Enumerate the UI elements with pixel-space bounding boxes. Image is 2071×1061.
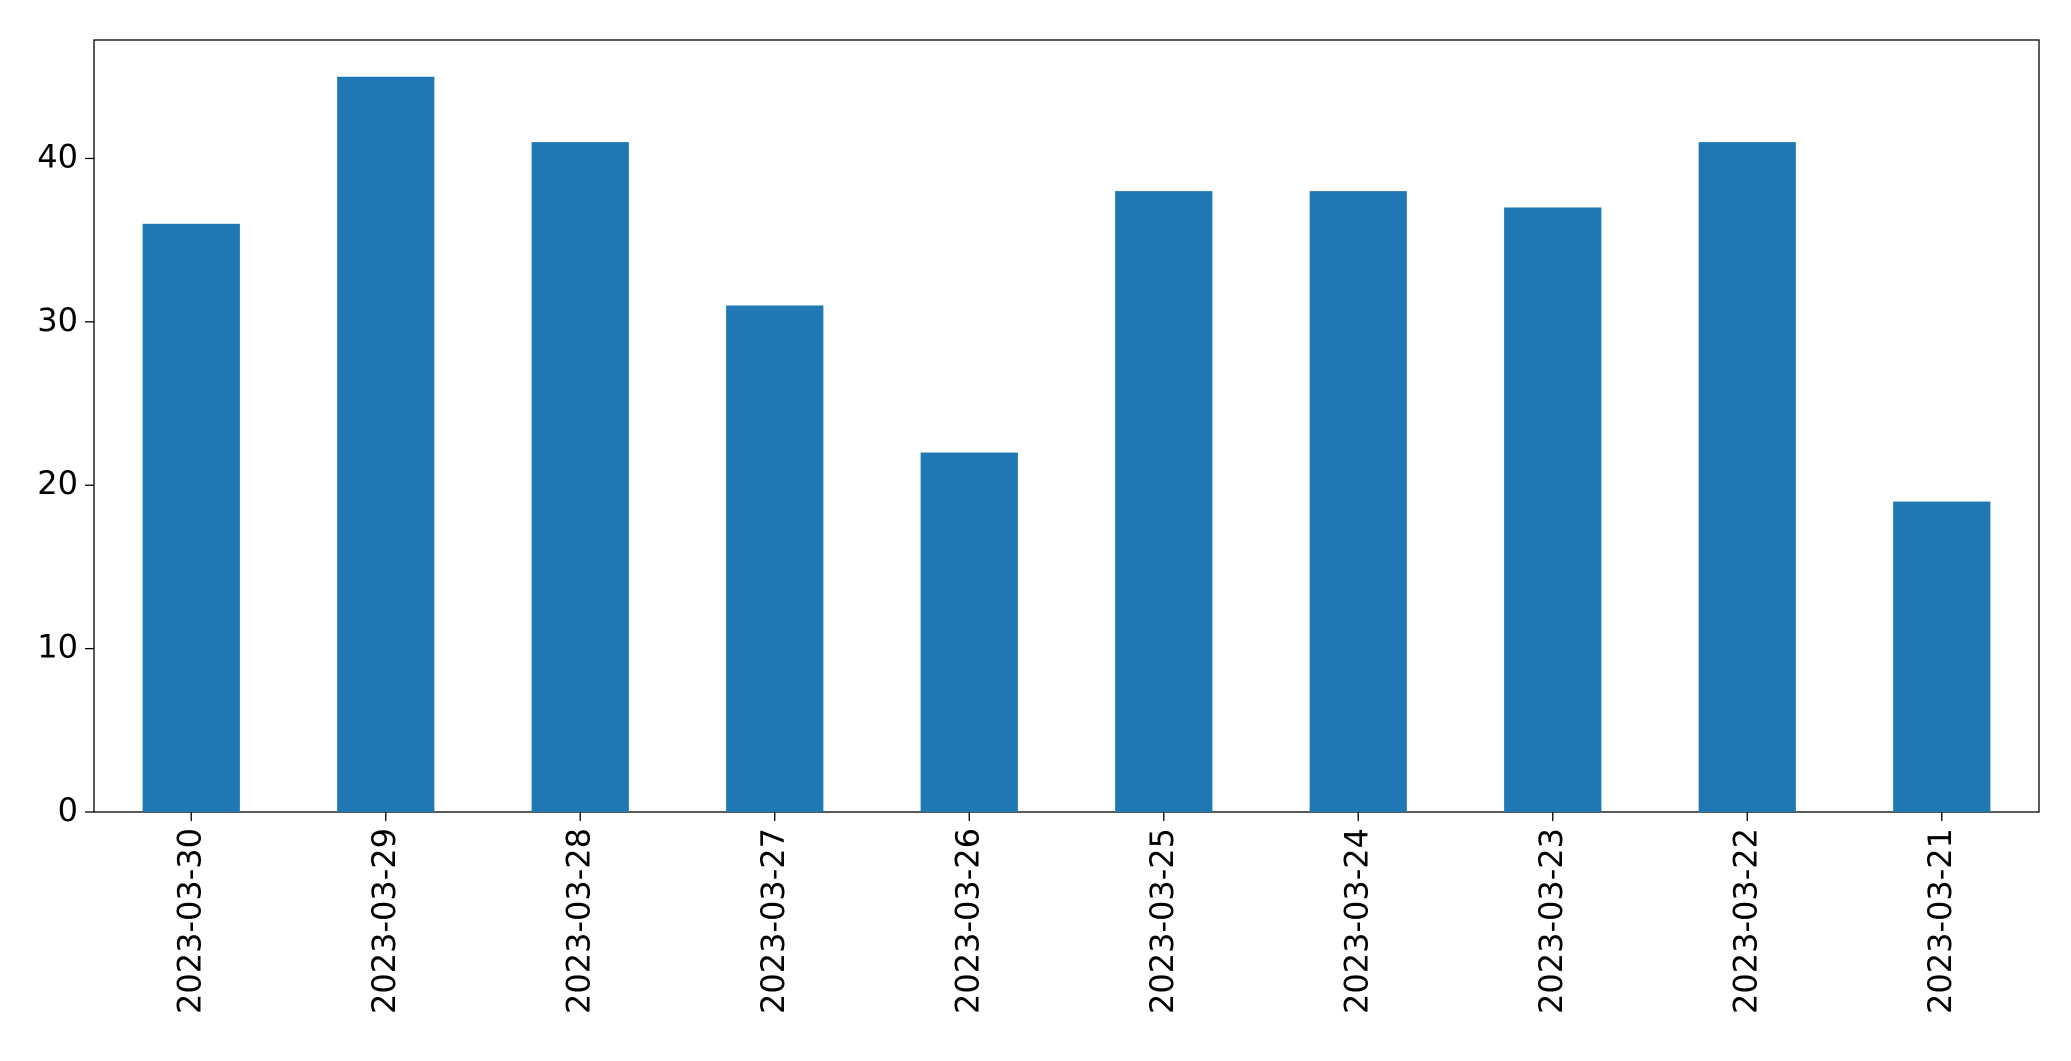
bar <box>1504 207 1602 813</box>
y-tick-label: 40 <box>37 137 78 175</box>
bar <box>1115 191 1213 813</box>
bar <box>920 452 1018 812</box>
x-tick-label: 2023-03-21 <box>1921 828 1959 1014</box>
bar <box>337 76 435 812</box>
x-tick-label: 2023-03-30 <box>170 828 208 1014</box>
bar <box>531 142 629 813</box>
bar <box>142 223 240 813</box>
bar <box>1309 191 1407 813</box>
y-tick-label: 30 <box>37 301 78 339</box>
x-tick-label: 2023-03-26 <box>948 828 986 1014</box>
x-tick-label: 2023-03-23 <box>1532 828 1570 1014</box>
x-tick-label: 2023-03-29 <box>365 828 403 1014</box>
bar <box>1893 501 1991 812</box>
y-tick-label: 0 <box>58 791 78 829</box>
plot-frame <box>93 39 2040 813</box>
x-tick-label: 2023-03-27 <box>754 828 792 1014</box>
x-tick-label: 2023-03-22 <box>1726 828 1764 1014</box>
bar <box>726 305 824 812</box>
x-tick-label: 2023-03-24 <box>1337 828 1375 1014</box>
y-tick-label: 10 <box>37 628 78 666</box>
y-tick-label: 20 <box>37 464 78 502</box>
x-tick-label: 2023-03-28 <box>559 828 597 1014</box>
x-tick-label: 2023-03-25 <box>1143 828 1181 1014</box>
bar <box>1698 142 1796 813</box>
